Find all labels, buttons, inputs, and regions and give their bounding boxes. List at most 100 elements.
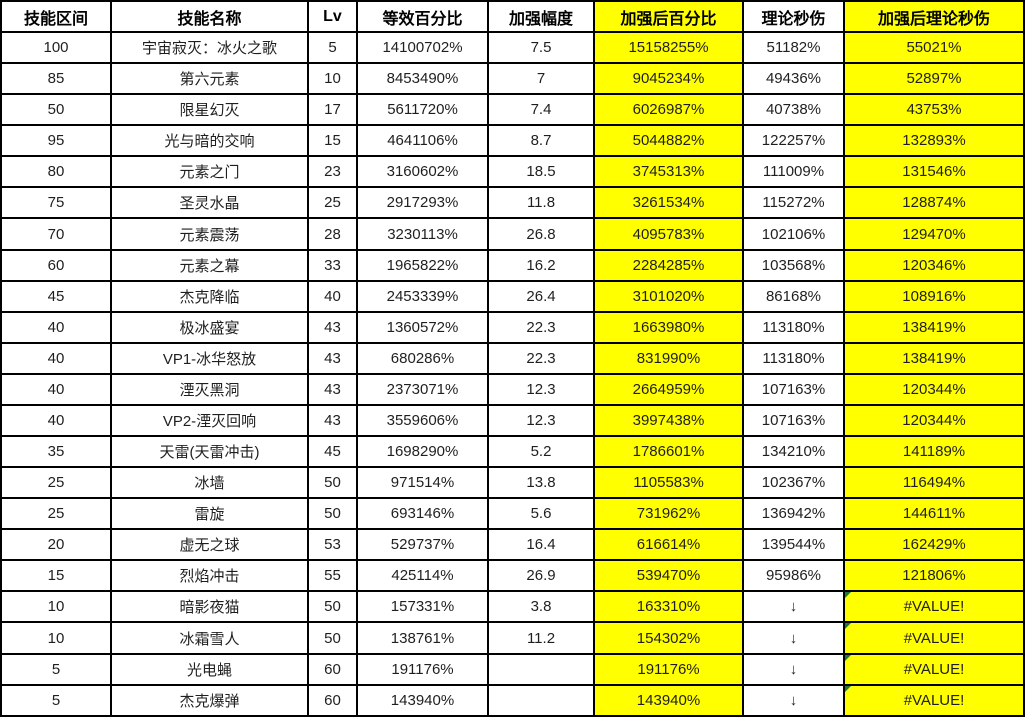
cell-boost-amount[interactable]: 7.5 [487, 30, 595, 65]
cell-boosted-dps[interactable]: 120344% [843, 403, 1025, 438]
cell-boosted-dps[interactable]: 144611% [843, 497, 1025, 531]
cell-theoretical-dps[interactable]: 86168% [742, 279, 845, 313]
cell-boosted-dps[interactable]: 52897% [843, 62, 1025, 96]
column-header-skill-name[interactable]: 技能名称 [110, 0, 309, 33]
cell-boost-amount[interactable]: 8.7 [487, 124, 595, 158]
cell-boosted-dps[interactable]: 116494% [843, 466, 1025, 500]
cell-equivalent-pct[interactable]: 2917293% [356, 186, 489, 220]
cell-equivalent-pct[interactable]: 157331% [356, 590, 489, 624]
cell-boosted-pct[interactable]: 3997438% [593, 403, 744, 438]
cell-boosted-dps[interactable]: 121806% [843, 559, 1025, 593]
cell-boosted-dps[interactable]: 108916% [843, 279, 1025, 313]
cell-level[interactable]: 55 [307, 559, 358, 593]
cell-equivalent-pct[interactable]: 8453490% [356, 62, 489, 96]
cell-level[interactable]: 43 [307, 403, 358, 438]
cell-equivalent-pct[interactable]: 693146% [356, 497, 489, 531]
cell-equivalent-pct[interactable]: 3559606% [356, 403, 489, 438]
cell-equivalent-pct[interactable]: 1360572% [356, 310, 489, 344]
cell-theoretical-dps[interactable]: ↓ [742, 683, 845, 717]
cell-skill-range[interactable]: 15 [0, 559, 112, 593]
cell-equivalent-pct[interactable]: 2373071% [356, 372, 489, 406]
cell-boosted-dps[interactable]: 132893% [843, 124, 1025, 158]
cell-skill-range[interactable]: 40 [0, 310, 112, 344]
cell-boosted-dps[interactable]: #VALUE! [843, 652, 1025, 686]
cell-boosted-dps[interactable]: 120346% [843, 248, 1025, 282]
cell-skill-range[interactable]: 25 [0, 466, 112, 500]
cell-theoretical-dps[interactable]: ↓ [742, 652, 845, 686]
cell-equivalent-pct[interactable]: 143940% [356, 683, 489, 717]
cell-boost-amount[interactable]: 12.3 [487, 372, 595, 406]
cell-level[interactable]: 33 [307, 248, 358, 282]
cell-skill-range[interactable]: 100 [0, 30, 112, 65]
cell-boosted-dps[interactable]: #VALUE! [843, 683, 1025, 717]
cell-level[interactable]: 60 [307, 652, 358, 686]
cell-boosted-dps[interactable]: #VALUE! [843, 590, 1025, 624]
cell-skill-name[interactable]: 雷旋 [110, 497, 309, 531]
cell-boost-amount[interactable]: 7 [487, 62, 595, 96]
cell-boosted-pct[interactable]: 1786601% [593, 435, 744, 469]
cell-theoretical-dps[interactable]: 107163% [742, 403, 845, 438]
cell-theoretical-dps[interactable]: 49436% [742, 62, 845, 96]
cell-boosted-dps[interactable]: 55021% [843, 30, 1025, 65]
cell-theoretical-dps[interactable]: 107163% [742, 372, 845, 406]
cell-level[interactable]: 43 [307, 341, 358, 375]
cell-skill-range[interactable]: 35 [0, 435, 112, 469]
cell-boost-amount[interactable]: 26.4 [487, 279, 595, 313]
cell-theoretical-dps[interactable]: ↓ [742, 621, 845, 655]
cell-theoretical-dps[interactable]: 40738% [742, 93, 845, 127]
cell-boost-amount[interactable] [487, 652, 595, 686]
cell-boost-amount[interactable]: 7.4 [487, 93, 595, 127]
cell-equivalent-pct[interactable]: 680286% [356, 341, 489, 375]
cell-level[interactable]: 17 [307, 93, 358, 127]
cell-boosted-pct[interactable]: 1663980% [593, 310, 744, 344]
cell-skill-name[interactable]: 光与暗的交响 [110, 124, 309, 158]
cell-theoretical-dps[interactable]: ↓ [742, 590, 845, 624]
cell-boost-amount[interactable]: 26.9 [487, 559, 595, 593]
cell-skill-range[interactable]: 40 [0, 372, 112, 406]
cell-skill-range[interactable]: 5 [0, 652, 112, 686]
cell-theoretical-dps[interactable]: 102367% [742, 466, 845, 500]
cell-skill-range[interactable]: 60 [0, 248, 112, 282]
cell-skill-name[interactable]: 暗影夜猫 [110, 590, 309, 624]
cell-boosted-pct[interactable]: 6026987% [593, 93, 744, 127]
cell-skill-name[interactable]: 元素之门 [110, 155, 309, 189]
cell-boosted-pct[interactable]: 1105583% [593, 466, 744, 500]
cell-level[interactable]: 50 [307, 621, 358, 655]
cell-boosted-pct[interactable]: 3261534% [593, 186, 744, 220]
column-header-boosted-dps[interactable]: 加强后理论秒伤 [843, 0, 1025, 33]
cell-boosted-dps[interactable]: 138419% [843, 310, 1025, 344]
cell-skill-name[interactable]: 冰墙 [110, 466, 309, 500]
cell-skill-name[interactable]: 限星幻灭 [110, 93, 309, 127]
cell-boosted-pct[interactable]: 191176% [593, 652, 744, 686]
cell-boosted-dps[interactable]: #VALUE! [843, 621, 1025, 655]
cell-boost-amount[interactable]: 5.6 [487, 497, 595, 531]
cell-skill-name[interactable]: VP2-湮灭回响 [110, 403, 309, 438]
cell-skill-range[interactable]: 40 [0, 341, 112, 375]
cell-level[interactable]: 43 [307, 372, 358, 406]
cell-boosted-pct[interactable]: 15158255% [593, 30, 744, 65]
cell-skill-name[interactable]: 烈焰冲击 [110, 559, 309, 593]
cell-boosted-pct[interactable]: 731962% [593, 497, 744, 531]
cell-boost-amount[interactable]: 16.4 [487, 528, 595, 562]
cell-skill-name[interactable]: 杰克降临 [110, 279, 309, 313]
cell-level[interactable]: 40 [307, 279, 358, 313]
cell-equivalent-pct[interactable]: 5611720% [356, 93, 489, 127]
cell-equivalent-pct[interactable]: 2453339% [356, 279, 489, 313]
cell-skill-name[interactable]: 湮灭黑洞 [110, 372, 309, 406]
cell-boosted-pct[interactable]: 3745313% [593, 155, 744, 189]
cell-boost-amount[interactable]: 11.2 [487, 621, 595, 655]
cell-boost-amount[interactable]: 3.8 [487, 590, 595, 624]
cell-boosted-dps[interactable]: 129470% [843, 217, 1025, 251]
cell-level[interactable]: 15 [307, 124, 358, 158]
cell-level[interactable]: 43 [307, 310, 358, 344]
cell-boost-amount[interactable]: 16.2 [487, 248, 595, 282]
cell-equivalent-pct[interactable]: 529737% [356, 528, 489, 562]
column-header-skill-range[interactable]: 技能区间 [0, 0, 112, 33]
cell-skill-range[interactable]: 70 [0, 217, 112, 251]
cell-level[interactable]: 10 [307, 62, 358, 96]
cell-boosted-pct[interactable]: 9045234% [593, 62, 744, 96]
cell-skill-name[interactable]: 宇宙寂灭：冰火之歌 [110, 30, 309, 65]
cell-skill-range[interactable]: 20 [0, 528, 112, 562]
cell-boosted-pct[interactable]: 163310% [593, 590, 744, 624]
cell-boost-amount[interactable]: 13.8 [487, 466, 595, 500]
